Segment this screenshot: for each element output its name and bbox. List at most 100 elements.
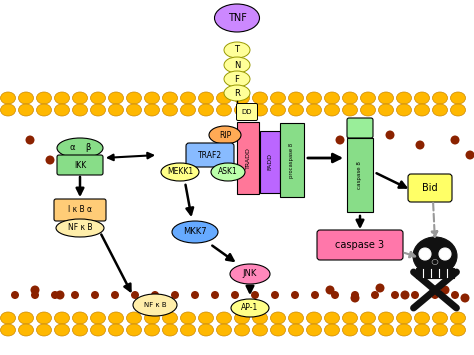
Text: NF κ B: NF κ B [144, 302, 166, 308]
Ellipse shape [343, 104, 357, 116]
Ellipse shape [289, 312, 303, 324]
Ellipse shape [411, 291, 419, 299]
Ellipse shape [414, 104, 429, 116]
Ellipse shape [181, 104, 195, 116]
Ellipse shape [451, 291, 459, 299]
Ellipse shape [343, 92, 357, 104]
Ellipse shape [379, 324, 393, 336]
Ellipse shape [253, 324, 267, 336]
Ellipse shape [181, 92, 195, 104]
Ellipse shape [379, 104, 393, 116]
Ellipse shape [215, 4, 259, 32]
Ellipse shape [343, 324, 357, 336]
Text: DD: DD [242, 109, 252, 115]
Ellipse shape [18, 92, 34, 104]
Ellipse shape [131, 291, 139, 299]
Text: caspase 3: caspase 3 [336, 240, 384, 250]
Ellipse shape [450, 136, 459, 144]
Ellipse shape [51, 291, 59, 299]
Ellipse shape [211, 163, 245, 181]
FancyBboxPatch shape [57, 155, 103, 175]
Ellipse shape [396, 92, 411, 104]
Ellipse shape [401, 290, 410, 300]
FancyBboxPatch shape [54, 199, 106, 221]
Ellipse shape [413, 237, 457, 275]
Ellipse shape [11, 291, 19, 299]
Ellipse shape [0, 92, 16, 104]
Ellipse shape [307, 324, 321, 336]
Ellipse shape [361, 104, 375, 116]
Ellipse shape [439, 248, 451, 260]
Ellipse shape [307, 312, 321, 324]
Ellipse shape [379, 92, 393, 104]
Ellipse shape [211, 291, 219, 299]
Bar [280, 123, 304, 197]
Ellipse shape [432, 260, 438, 264]
Ellipse shape [109, 324, 124, 336]
Text: MEKK1: MEKK1 [167, 168, 193, 176]
Ellipse shape [209, 126, 241, 144]
Ellipse shape [450, 92, 465, 104]
Ellipse shape [224, 42, 250, 58]
Ellipse shape [171, 291, 179, 299]
Ellipse shape [224, 71, 250, 87]
Ellipse shape [385, 131, 394, 140]
Ellipse shape [271, 324, 285, 336]
Ellipse shape [414, 324, 429, 336]
Ellipse shape [325, 92, 339, 104]
Ellipse shape [30, 285, 39, 295]
Ellipse shape [450, 312, 465, 324]
Ellipse shape [172, 221, 218, 243]
Ellipse shape [36, 312, 52, 324]
Ellipse shape [271, 92, 285, 104]
Ellipse shape [127, 324, 142, 336]
Text: Bid: Bid [422, 183, 438, 193]
Ellipse shape [73, 104, 88, 116]
Ellipse shape [461, 294, 470, 302]
Ellipse shape [133, 294, 177, 316]
Ellipse shape [271, 104, 285, 116]
Ellipse shape [0, 324, 16, 336]
Text: α: α [69, 143, 75, 153]
Ellipse shape [350, 294, 359, 302]
Ellipse shape [311, 291, 319, 299]
Text: TRAF2: TRAF2 [198, 151, 222, 159]
Bar [237, 122, 259, 194]
Ellipse shape [414, 312, 429, 324]
Ellipse shape [419, 248, 431, 260]
Ellipse shape [416, 141, 425, 149]
Ellipse shape [55, 312, 70, 324]
Ellipse shape [161, 163, 199, 181]
Ellipse shape [361, 324, 375, 336]
Ellipse shape [271, 291, 279, 299]
Text: ASK1: ASK1 [218, 168, 238, 176]
Text: F: F [235, 75, 239, 83]
Ellipse shape [57, 138, 103, 158]
FancyBboxPatch shape [186, 143, 234, 167]
Ellipse shape [253, 92, 267, 104]
Ellipse shape [145, 92, 159, 104]
Ellipse shape [251, 291, 259, 299]
Ellipse shape [440, 285, 449, 295]
Ellipse shape [217, 324, 231, 336]
Ellipse shape [71, 291, 79, 299]
Ellipse shape [127, 92, 142, 104]
Ellipse shape [55, 324, 70, 336]
Text: AP-1: AP-1 [241, 304, 259, 312]
Ellipse shape [18, 324, 34, 336]
Ellipse shape [235, 104, 249, 116]
Ellipse shape [36, 92, 52, 104]
Text: T: T [235, 45, 239, 55]
FancyBboxPatch shape [347, 118, 373, 138]
Ellipse shape [56, 219, 104, 237]
Ellipse shape [271, 312, 285, 324]
Text: TNF: TNF [228, 13, 246, 23]
Ellipse shape [199, 92, 213, 104]
Ellipse shape [432, 324, 447, 336]
Ellipse shape [432, 104, 447, 116]
Ellipse shape [371, 291, 379, 299]
Ellipse shape [361, 143, 370, 153]
Text: β: β [85, 143, 91, 153]
Ellipse shape [253, 104, 267, 116]
Ellipse shape [91, 92, 106, 104]
